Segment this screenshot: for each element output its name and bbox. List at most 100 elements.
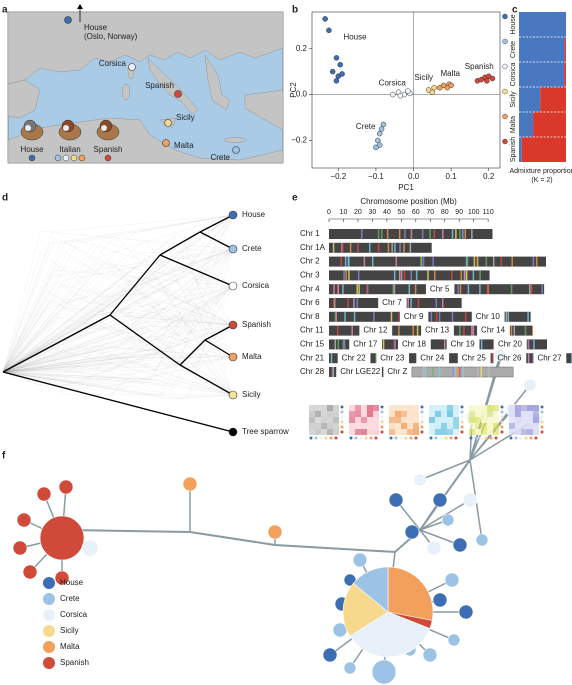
tree-cloud (2, 291, 234, 396)
e-tick-label: 10 (340, 209, 348, 216)
e-tick-label: 80 (441, 209, 449, 216)
heat-dot (329, 436, 333, 440)
tree-tip (228, 281, 238, 291)
tree-branch (204, 324, 234, 341)
heat-cell (407, 411, 413, 417)
point (339, 71, 345, 77)
tree-branch (179, 339, 206, 366)
chr-label: Chr 14 (481, 326, 506, 335)
heat-cell (487, 411, 493, 417)
tree-cloud (2, 285, 234, 394)
heat-dot (500, 405, 504, 409)
heat-dot (484, 436, 488, 440)
tree-cloud (2, 251, 234, 396)
heat-cell (373, 405, 379, 411)
heat-dot (380, 420, 384, 424)
heat-cell (533, 423, 539, 429)
legend-label: Malta (60, 642, 80, 651)
stripe (422, 256, 425, 267)
heat-cell (321, 423, 327, 429)
heat-cell (481, 429, 487, 435)
heat-cell (527, 429, 533, 435)
group-label: Crete (356, 122, 376, 131)
heat-dot (374, 436, 378, 440)
legend-label: House (60, 578, 84, 587)
heat-cell (475, 405, 481, 411)
legend-swatch (43, 625, 55, 637)
admix-dot (502, 138, 508, 145)
stripe (535, 256, 538, 267)
stripe (390, 311, 393, 322)
haplotype-node (36, 486, 52, 502)
heat-cell (447, 405, 453, 411)
tree-cloud (2, 263, 234, 373)
stripe (349, 242, 352, 253)
heat-cell (441, 423, 447, 429)
panel-label: b (292, 5, 298, 16)
stripe (357, 242, 359, 253)
stripe (410, 270, 413, 281)
point (444, 84, 451, 91)
tree-cloud (2, 240, 234, 373)
heat-cell (327, 411, 333, 417)
tree-cloud (2, 371, 234, 396)
pie-slice (349, 611, 431, 658)
group-label: Spanish (465, 62, 494, 71)
tree-cloud (2, 248, 234, 373)
tree-tip (228, 244, 238, 254)
stripe (459, 284, 462, 295)
tree-cloud (2, 239, 234, 396)
tree-tip (228, 320, 238, 330)
x-tick-label: −0.1 (368, 172, 384, 181)
tree-cloud (2, 285, 234, 393)
heat-dot (420, 425, 424, 429)
network-edge (469, 384, 531, 461)
stripe (392, 284, 395, 295)
tree-cloud (2, 248, 234, 373)
stripe (476, 367, 479, 377)
stripe (394, 242, 396, 253)
stripe (459, 325, 461, 336)
panel-label: c (512, 5, 518, 16)
tree-cloud (2, 249, 234, 373)
stripe (353, 311, 356, 322)
heat-cell (527, 405, 533, 411)
stripe (435, 298, 438, 308)
tree-cloud (2, 371, 234, 396)
tree-cloud (2, 269, 234, 373)
heat-cell (355, 411, 361, 417)
tree-cloud (2, 371, 234, 400)
stripe (343, 270, 345, 281)
stripe (399, 242, 401, 253)
admix-dot (502, 13, 508, 20)
heat-cell (327, 429, 333, 435)
stripe (463, 325, 465, 336)
tree-cloud (2, 248, 234, 373)
heat-cell (493, 423, 499, 429)
legend-label: Crete (60, 594, 80, 603)
heat-dot (420, 415, 424, 419)
admix-bar (540, 87, 566, 112)
heat-dot (460, 425, 464, 429)
haplotype-node (422, 647, 438, 663)
site-label: Spanish (145, 81, 174, 90)
tree-cloud (2, 281, 234, 396)
stripe (432, 367, 434, 377)
tree-cloud (2, 214, 234, 373)
tree-cloud (2, 324, 234, 383)
haplotype-node (58, 479, 74, 495)
tree-cloud (2, 320, 234, 373)
point (329, 68, 336, 75)
tree-cloud (2, 285, 234, 373)
heat-dot (340, 430, 344, 434)
stripe (363, 256, 366, 267)
admix-category: Spanish (510, 137, 517, 162)
chr-label: Chr 4 (300, 284, 320, 293)
stripe (344, 256, 347, 267)
heat-cell (429, 411, 435, 417)
stripe (371, 256, 374, 267)
heat-dot (540, 405, 544, 409)
stripe (356, 284, 358, 295)
heat-cell (515, 411, 521, 417)
haplotype-node (267, 524, 283, 540)
